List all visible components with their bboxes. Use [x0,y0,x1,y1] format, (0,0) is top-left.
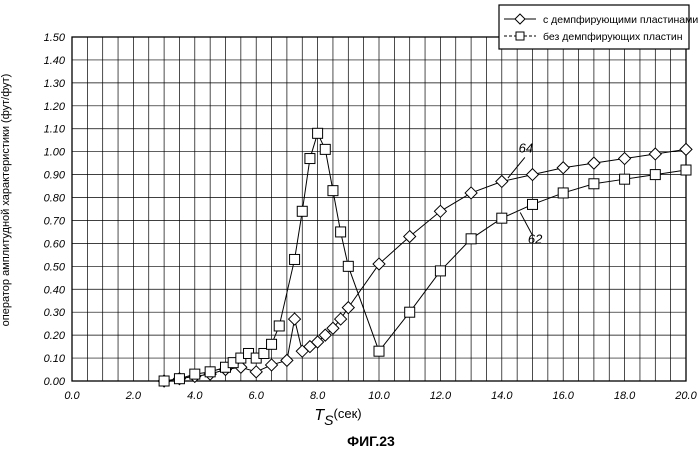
x-tick-label: 18.0 [614,390,636,402]
data-point-diamond [680,143,692,155]
data-point-square [435,266,445,276]
data-point-square [320,144,330,154]
x-tick-label: 6.0 [249,390,265,402]
legend-marker-square [516,32,524,40]
data-point-square [528,199,538,209]
y-tick-label: 0.50 [44,261,66,273]
x-tick-label: 2.0 [125,390,142,402]
data-point-diamond [527,169,539,181]
legend-label: без демпфирующих пластин [543,31,683,43]
grid-layer [72,37,686,381]
data-point-square [290,254,300,264]
y-tick-label: 0.00 [44,376,66,388]
data-point-square [267,339,277,349]
x-axis-label: TS(сек) [314,406,361,428]
x-tick-label: 12.0 [430,390,452,402]
data-point-square [328,186,338,196]
data-point-diamond [588,157,600,169]
y-tick-label: 1.20 [44,101,66,113]
data-point-square [405,307,415,317]
data-point-diamond [266,359,278,371]
data-point-square [297,206,307,216]
y-tick-label: 0.60 [44,238,66,250]
data-point-square [190,369,200,379]
x-tick-label: 0.0 [64,390,80,402]
data-point-diamond [250,366,262,378]
y-tick-label: 0.30 [44,307,66,319]
data-point-diamond [496,175,508,187]
data-point-diamond [465,187,477,199]
data-point-square [343,261,353,271]
data-point-diamond [335,313,347,325]
data-point-square [681,165,691,175]
x-tick-label: 4.0 [187,390,203,402]
data-point-square [374,346,384,356]
y-axis-label: оператор амплитудной характеристики (фут… [0,74,12,327]
y-tick-label: 1.30 [44,78,66,90]
series-label-62: 62 [528,231,543,246]
data-point-diamond [557,162,569,174]
x-tick-label: 20.0 [674,390,697,402]
data-point-square [620,174,630,184]
leader-line-62 [520,212,532,235]
data-point-square [159,376,169,386]
legend: с демпфирующими пластинами без демпфирующ… [499,5,698,49]
data-point-diamond [342,302,354,314]
data-point-square [313,128,323,138]
y-tick-label: 0.80 [44,193,66,205]
data-point-diamond [619,153,631,165]
axis-layer: 0.0 2.0 4.0 6.0 8.0 10.0 12.0 14.0 16.0 18.0 20.0 0… [44,32,698,402]
legend-label: с демпфирующими пластинами [543,14,698,26]
x-tick-label: 10.0 [368,390,390,402]
data-point-square [259,348,269,358]
y-tick-label: 1.00 [44,147,66,159]
y-tick-label: 1.10 [44,124,66,136]
data-point-diamond [649,148,661,160]
series-label-64: 64 [519,141,533,156]
figure-caption: ФИГ.23 [347,433,395,449]
y-tick-label: 0.70 [44,215,66,227]
x-tick-label: 14.0 [491,390,513,402]
data-point-square [174,374,184,384]
data-point-square [650,170,660,180]
y-tick-label: 0.20 [44,330,66,342]
data-point-square [305,154,315,164]
y-tick-label: 0.90 [44,170,66,182]
y-tick-label: 0.40 [44,284,66,296]
data-point-square [589,179,599,189]
data-point-square [466,234,476,244]
x-tick-label: 16.0 [552,390,574,402]
y-tick-label: 1.40 [44,55,66,67]
x-axis-label-unit: (сек) [334,406,362,421]
x-tick-label: 8.0 [310,390,326,402]
y-tick-label: 1.50 [44,32,66,44]
data-point-square [558,188,568,198]
data-point-square [274,321,284,331]
annotation-layer: 64 62 [508,141,543,247]
y-tick-label: 0.10 [44,353,66,365]
data-point-square [336,227,346,237]
data-point-diamond [434,205,446,217]
data-point-diamond [289,313,301,325]
data-point-square [497,213,507,223]
data-point-square [205,367,215,377]
data-point-diamond [281,354,293,366]
